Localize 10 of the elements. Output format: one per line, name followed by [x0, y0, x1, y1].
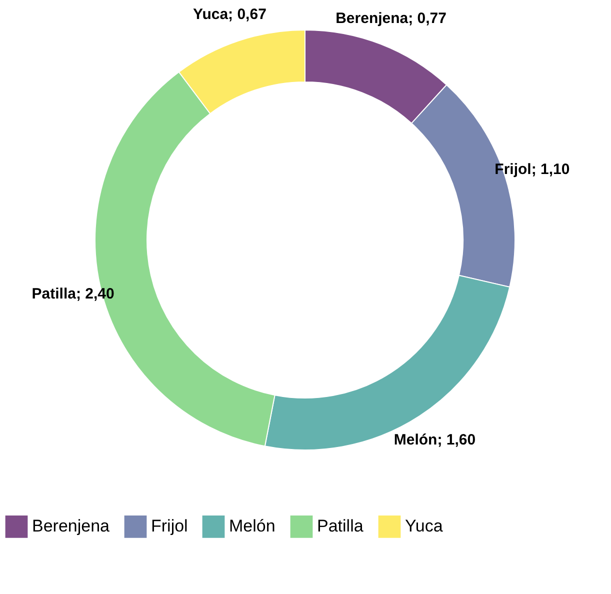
legend-label: Berenjena [32, 516, 110, 536]
legend-label: Yuca [405, 516, 444, 536]
data-label: Frijol; 1,10 [494, 161, 570, 178]
data-label: Yuca; 0,67 [193, 6, 266, 24]
data-label: Melón; 1,60 [394, 432, 476, 449]
data-label: Berenjena; 0,77 [336, 10, 446, 28]
legend-label: Patilla [317, 516, 364, 536]
legend-label: Melón [229, 516, 276, 536]
legend-label: Frijol [151, 516, 188, 536]
data-label: Patilla; 2,40 [32, 285, 114, 302]
